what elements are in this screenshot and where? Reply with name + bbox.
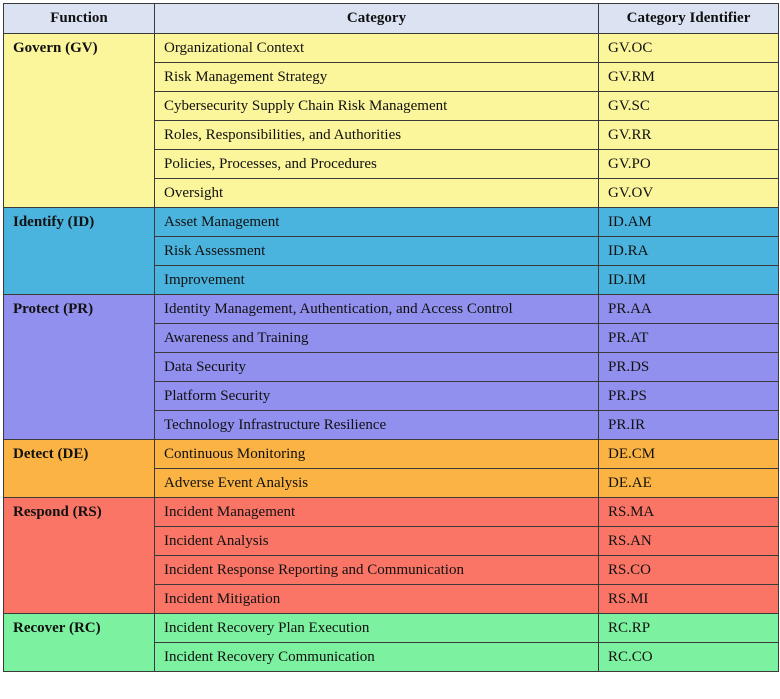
function-label: Protect (PR): [13, 301, 94, 317]
category-cell: Incident Management: [154, 497, 599, 527]
function-label: Govern (GV): [13, 40, 98, 56]
category-cell: Asset Management: [154, 207, 599, 237]
category-cell: Identity Management, Authentication, and…: [154, 294, 599, 324]
category-cell: Organizational Context: [154, 33, 599, 63]
csf-functions-table: Function Category Category Identifier Go…: [3, 3, 779, 672]
function-cell: Recover (RC): [3, 613, 155, 672]
identifier-cell: RS.MA: [598, 497, 779, 527]
category-cell: Risk Management Strategy: [154, 62, 599, 92]
table-body: Govern (GV) Organizational Context GV.OC Ri…: [3, 33, 779, 672]
category-cell: Data Security: [154, 352, 599, 382]
identifier-cell: GV.OC: [598, 33, 779, 63]
header-category: Category: [154, 3, 599, 34]
category-cell: Awareness and Training: [154, 323, 599, 353]
identifier-cell: GV.RR: [598, 120, 779, 150]
table-row: Incident Mitigation RS.MI: [3, 584, 779, 614]
table-row: Cybersecurity Supply Chain Risk Manageme…: [3, 91, 779, 121]
table-row: Risk Assessment ID.RA: [3, 236, 779, 266]
identifier-cell: GV.OV: [598, 178, 779, 208]
category-cell: Improvement: [154, 265, 599, 295]
category-cell: Cybersecurity Supply Chain Risk Manageme…: [154, 91, 599, 121]
function-label: Recover (RC): [13, 620, 101, 636]
identifier-cell: DE.CM: [598, 439, 779, 469]
table-row: Platform Security PR.PS: [3, 381, 779, 411]
identifier-cell: RS.MI: [598, 584, 779, 614]
header-identifier: Category Identifier: [598, 3, 779, 34]
table-row: Protect (PR) Identity Management, Authent…: [3, 294, 779, 440]
function-cell: Govern (GV): [3, 33, 155, 208]
table-header: Function Category Category Identifier: [3, 3, 779, 34]
identifier-cell: GV.SC: [598, 91, 779, 121]
category-cell: Incident Recovery Communication: [154, 642, 599, 672]
table-row: Govern (GV) Organizational Context GV.OC: [3, 33, 779, 208]
identifier-cell: PR.DS: [598, 352, 779, 382]
category-cell: Adverse Event Analysis: [154, 468, 599, 498]
category-cell: Incident Mitigation: [154, 584, 599, 614]
function-cell: Identify (ID): [3, 207, 155, 295]
table-row: Detect (DE) Continuous Monitoring DE.CM: [3, 439, 779, 498]
function-label: Identify (ID): [13, 214, 95, 230]
category-cell: Oversight: [154, 178, 599, 208]
identifier-cell: GV.PO: [598, 149, 779, 179]
identifier-cell: ID.RA: [598, 236, 779, 266]
identifier-cell: GV.RM: [598, 62, 779, 92]
identifier-cell: ID.IM: [598, 265, 779, 295]
identifier-cell: RS.AN: [598, 526, 779, 556]
category-cell: Incident Recovery Plan Execution: [154, 613, 599, 643]
identifier-cell: ID.AM: [598, 207, 779, 237]
table-row: Risk Management Strategy GV.RM: [3, 62, 779, 92]
category-cell: Policies, Processes, and Procedures: [154, 149, 599, 179]
identifier-cell: PR.PS: [598, 381, 779, 411]
category-cell: Risk Assessment: [154, 236, 599, 266]
function-cell: Protect (PR): [3, 294, 155, 440]
function-label: Respond (RS): [13, 504, 102, 520]
header-function: Function: [3, 3, 155, 34]
function-cell: Detect (DE): [3, 439, 155, 498]
category-cell: Roles, Responsibilities, and Authorities: [154, 120, 599, 150]
function-cell: Respond (RS): [3, 497, 155, 614]
identifier-cell: DE.AE: [598, 468, 779, 498]
identifier-cell: PR.IR: [598, 410, 779, 440]
header-row: Function Category Category Identifier: [3, 3, 779, 34]
table-row: Respond (RS) Incident Management RS.MA: [3, 497, 779, 614]
category-cell: Technology Infrastructure Resilience: [154, 410, 599, 440]
category-cell: Incident Response Reporting and Communic…: [154, 555, 599, 585]
identifier-cell: RC.CO: [598, 642, 779, 672]
identifier-cell: PR.AA: [598, 294, 779, 324]
table-row: Identify (ID) Asset Management ID.AM: [3, 207, 779, 295]
category-cell: Incident Analysis: [154, 526, 599, 556]
identifier-cell: RS.CO: [598, 555, 779, 585]
table-row: Recover (RC) Incident Recovery Plan Execu…: [3, 613, 779, 672]
category-cell: Continuous Monitoring: [154, 439, 599, 469]
function-label: Detect (DE): [13, 446, 89, 462]
category-cell: Platform Security: [154, 381, 599, 411]
table-row: Awareness and Training PR.AT: [3, 323, 779, 353]
identifier-cell: PR.AT: [598, 323, 779, 353]
identifier-cell: RC.RP: [598, 613, 779, 643]
